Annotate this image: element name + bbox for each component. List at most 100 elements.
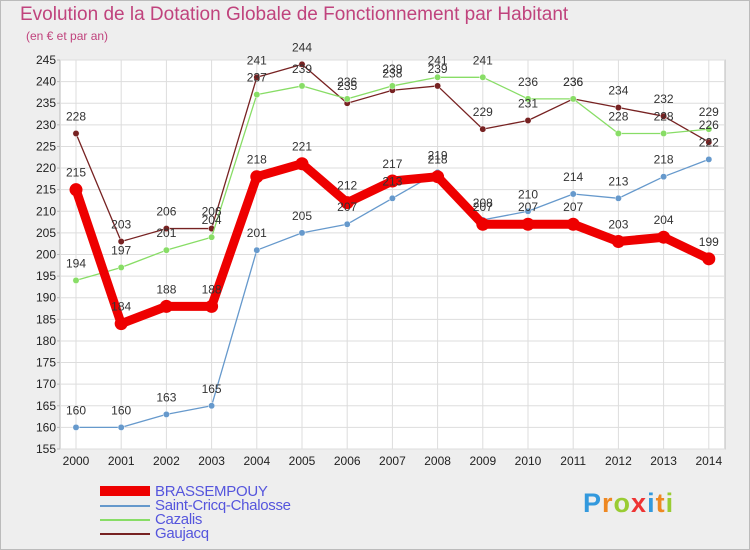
y-tick-label: 220 xyxy=(36,161,56,175)
data-point-cazalis xyxy=(660,130,668,137)
data-label-gaujacq: 231 xyxy=(518,97,538,111)
data-point-gaujacq xyxy=(253,73,261,81)
x-tick-label: 2002 xyxy=(153,454,180,468)
x-tick-label: 2000 xyxy=(63,454,90,468)
legend-swatch-cazalis xyxy=(100,519,150,521)
y-tick-label: 165 xyxy=(36,399,56,413)
data-label-saint-cricq-chalosse: 222 xyxy=(699,135,719,149)
x-tick-label: 2008 xyxy=(424,454,451,468)
legend-swatch-gaujacq xyxy=(100,533,150,535)
y-tick-label: 235 xyxy=(36,96,56,110)
legend-label-saint-cricq-chalosse: Saint-Cricq-Chalosse xyxy=(155,497,291,514)
data-point-saint-cricq-chalosse xyxy=(524,207,532,215)
data-point-saint-cricq-chalosse xyxy=(660,173,668,181)
data-point-brassempouy xyxy=(476,217,490,231)
data-label-gaujacq: 244 xyxy=(292,40,312,54)
x-tick-label: 2009 xyxy=(469,454,496,468)
x-tick-label: 2013 xyxy=(650,454,677,468)
data-point-gaujacq xyxy=(614,104,622,111)
data-point-gaujacq xyxy=(660,112,668,120)
data-label-cazalis: 194 xyxy=(66,256,86,270)
data-label-gaujacq: 206 xyxy=(202,205,222,219)
data-label-brassempouy: 188 xyxy=(156,282,176,296)
data-label-cazalis: 239 xyxy=(292,62,312,76)
legend-swatch-saint-cricq-chalosse xyxy=(100,505,150,507)
y-tick-label: 230 xyxy=(36,118,56,132)
data-label-saint-cricq-chalosse: 160 xyxy=(111,403,131,417)
x-tick-label: 2004 xyxy=(243,454,270,468)
data-point-saint-cricq-chalosse xyxy=(705,155,713,163)
data-point-saint-cricq-chalosse xyxy=(253,246,261,254)
y-tick-label: 225 xyxy=(36,139,56,153)
x-tick-label: 2014 xyxy=(695,454,722,468)
y-tick-label: 215 xyxy=(36,183,56,197)
data-label-gaujacq: 234 xyxy=(608,84,628,98)
data-point-brassempouy xyxy=(431,170,445,184)
data-point-gaujacq xyxy=(162,225,170,233)
data-point-gaujacq xyxy=(72,130,80,137)
data-label-brassempouy: 199 xyxy=(699,235,719,249)
data-point-brassempouy xyxy=(385,174,399,188)
data-label-brassempouy: 184 xyxy=(111,300,131,314)
x-tick-label: 2010 xyxy=(515,454,542,468)
data-point-cazalis xyxy=(569,95,577,103)
data-label-saint-cricq-chalosse: 163 xyxy=(156,390,176,404)
data-point-brassempouy xyxy=(611,235,625,249)
data-label-cazalis: 241 xyxy=(473,53,493,67)
data-point-saint-cricq-chalosse xyxy=(614,194,622,202)
data-label-saint-cricq-chalosse: 219 xyxy=(428,148,448,162)
data-point-gaujacq xyxy=(434,82,442,90)
data-point-brassempouy xyxy=(205,299,219,313)
proxiti-logo: Proxiti xyxy=(583,488,675,518)
data-label-saint-cricq-chalosse: 207 xyxy=(337,200,357,214)
x-tick-label: 2003 xyxy=(198,454,225,468)
legend-label-cazalis: Cazalis xyxy=(155,511,203,528)
data-label-saint-cricq-chalosse: 160 xyxy=(66,403,86,417)
data-label-gaujacq: 226 xyxy=(699,118,719,132)
data-label-brassempouy: 207 xyxy=(518,200,538,214)
x-tick-label: 2001 xyxy=(108,454,135,468)
data-point-brassempouy xyxy=(250,170,264,184)
data-point-saint-cricq-chalosse xyxy=(298,229,306,237)
data-point-cazalis xyxy=(208,233,216,241)
data-point-cazalis xyxy=(117,264,125,271)
y-tick-label: 190 xyxy=(36,291,56,305)
data-label-saint-cricq-chalosse: 205 xyxy=(292,209,312,223)
data-point-saint-cricq-chalosse xyxy=(117,423,125,431)
data-point-brassempouy xyxy=(702,252,716,266)
data-point-brassempouy xyxy=(69,183,83,197)
data-label-cazalis: 229 xyxy=(699,105,719,119)
y-tick-label: 200 xyxy=(36,248,56,262)
data-point-cazalis xyxy=(524,95,532,103)
y-tick-label: 180 xyxy=(36,334,56,348)
data-label-gaujacq: 239 xyxy=(428,62,448,76)
x-tick-label: 2006 xyxy=(334,454,361,468)
y-tick-label: 175 xyxy=(36,356,56,370)
data-point-gaujacq xyxy=(117,238,125,245)
data-point-cazalis xyxy=(253,91,261,99)
data-point-cazalis xyxy=(343,95,351,103)
data-label-cazalis: 228 xyxy=(608,109,628,123)
y-tick-label: 185 xyxy=(36,312,56,326)
data-label-cazalis: 197 xyxy=(111,243,131,257)
data-label-brassempouy: 212 xyxy=(337,179,357,193)
data-label-gaujacq: 238 xyxy=(382,66,402,80)
data-point-cazalis xyxy=(72,276,80,284)
data-point-cazalis xyxy=(705,125,713,133)
data-label-brassempouy: 221 xyxy=(292,140,312,154)
data-label-gaujacq: 206 xyxy=(156,205,176,219)
x-tick-label: 2005 xyxy=(289,454,316,468)
y-tick-label: 155 xyxy=(36,442,56,456)
data-label-cazalis: 237 xyxy=(247,71,267,85)
data-point-gaujacq xyxy=(298,60,306,68)
data-label-saint-cricq-chalosse: 213 xyxy=(382,174,402,188)
data-label-brassempouy: 218 xyxy=(428,153,448,167)
data-label-cazalis: 241 xyxy=(428,53,448,67)
chart-title: Evolution de la Dotation Globale de Fonc… xyxy=(20,4,569,25)
data-point-brassempouy xyxy=(340,196,354,210)
x-tick-label: 2007 xyxy=(379,454,406,468)
data-label-cazalis: 204 xyxy=(202,213,222,227)
data-point-cazalis xyxy=(388,82,396,90)
data-point-brassempouy xyxy=(114,317,128,331)
